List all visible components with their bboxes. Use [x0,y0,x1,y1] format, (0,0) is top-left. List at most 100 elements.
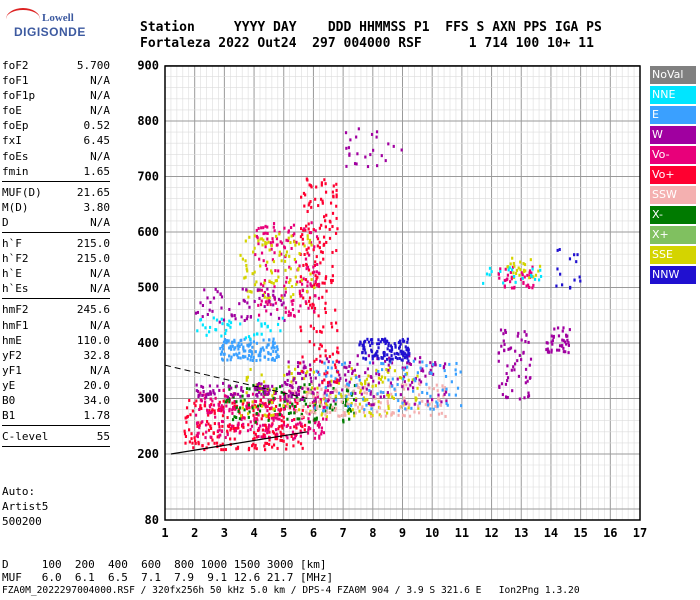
trace-point [243,398,246,402]
trace-point [324,275,328,279]
trace-point [353,384,357,388]
trace-point [508,280,512,284]
trace-point [265,427,268,431]
trace-point [513,264,516,268]
trace-point [514,349,517,353]
trace-point [285,447,288,451]
trace-point [284,290,287,294]
trace-point [329,411,332,415]
trace-point [288,398,291,402]
trace-point [242,349,246,353]
trace-point [311,386,314,390]
trace-point [417,393,421,397]
trace-point [441,388,444,392]
trace-point [229,325,232,329]
trace-point [262,238,265,242]
trace-point [391,377,394,381]
trace-point [301,386,304,390]
trace-point [401,339,404,343]
trace-point [346,409,349,413]
trace-point [335,193,338,197]
param-name: B1 [2,409,16,423]
trace-point [351,369,354,373]
trace-point [268,430,271,434]
trace-point [225,341,228,345]
trace-point [550,340,553,344]
trace-point [383,409,386,413]
trace-point [272,281,275,285]
trace-point [228,387,231,391]
trace-point [303,244,306,248]
trace-point [392,144,395,148]
trace-point [228,400,231,404]
trace-point [295,393,299,397]
trace-point [386,391,389,395]
trace-point [497,272,500,276]
trace-point [335,182,338,186]
trace-point [248,387,251,391]
trace-point [507,347,510,351]
trace-point [300,278,303,282]
trace-point [250,424,254,428]
trace-point [237,408,241,412]
trace-point [331,360,335,364]
trace-point [342,420,345,424]
trace-point [216,435,219,439]
trace-point [288,280,291,284]
trace-point [299,421,302,425]
trace-point [390,349,393,353]
trace-point [285,424,288,428]
trace-point [442,365,446,369]
trace-point [518,353,521,357]
trace-point [391,395,394,399]
trace-point [515,268,519,272]
trace-point [221,322,224,326]
trace-point [324,399,327,403]
trace-point [277,408,280,412]
trace-point [322,242,326,246]
trace-point [503,285,507,289]
trace-point [206,411,209,415]
trace-point [197,440,200,444]
trace-point [220,429,224,433]
trace-point [255,447,258,451]
trace-point [312,399,316,403]
trace-point [432,407,435,411]
trace-point [273,229,276,233]
trace-point [576,253,579,257]
trace-point [305,386,308,390]
trace-point [297,309,300,313]
trace-point [254,420,257,424]
trace-point [374,396,377,400]
trace-point [519,268,522,272]
trace-point [402,403,405,407]
param-row: foEp 0.52 [2,118,110,133]
trace-point [407,359,410,363]
polarization-legend: NoVal NNE E W Vo- Vo+ SSW X- X+ SSE NNW [650,66,696,286]
trace-point [196,310,200,314]
trace-point [277,427,280,431]
trace-point [527,391,530,395]
trace-point [520,338,523,342]
trace-point [331,274,334,278]
trace-point [550,334,553,338]
trace-point [307,417,310,421]
trace-point [379,340,382,344]
trace-point [321,381,324,385]
trace-point [256,288,260,292]
param-name: h`F2 [2,252,29,266]
trace-point [569,286,572,290]
trace-point [255,412,258,416]
trace-point [343,361,347,365]
trace-point [531,286,534,290]
trace-point [437,397,440,401]
trace-point [279,395,282,399]
param-value: 0.52 [83,119,111,133]
trace-point [188,398,191,402]
trace-point [334,402,337,406]
trace-point [271,240,275,244]
trace-point [277,275,280,279]
param-row: foF1 N/A [2,73,110,88]
trace-point [221,424,224,428]
trace-point [208,330,211,334]
